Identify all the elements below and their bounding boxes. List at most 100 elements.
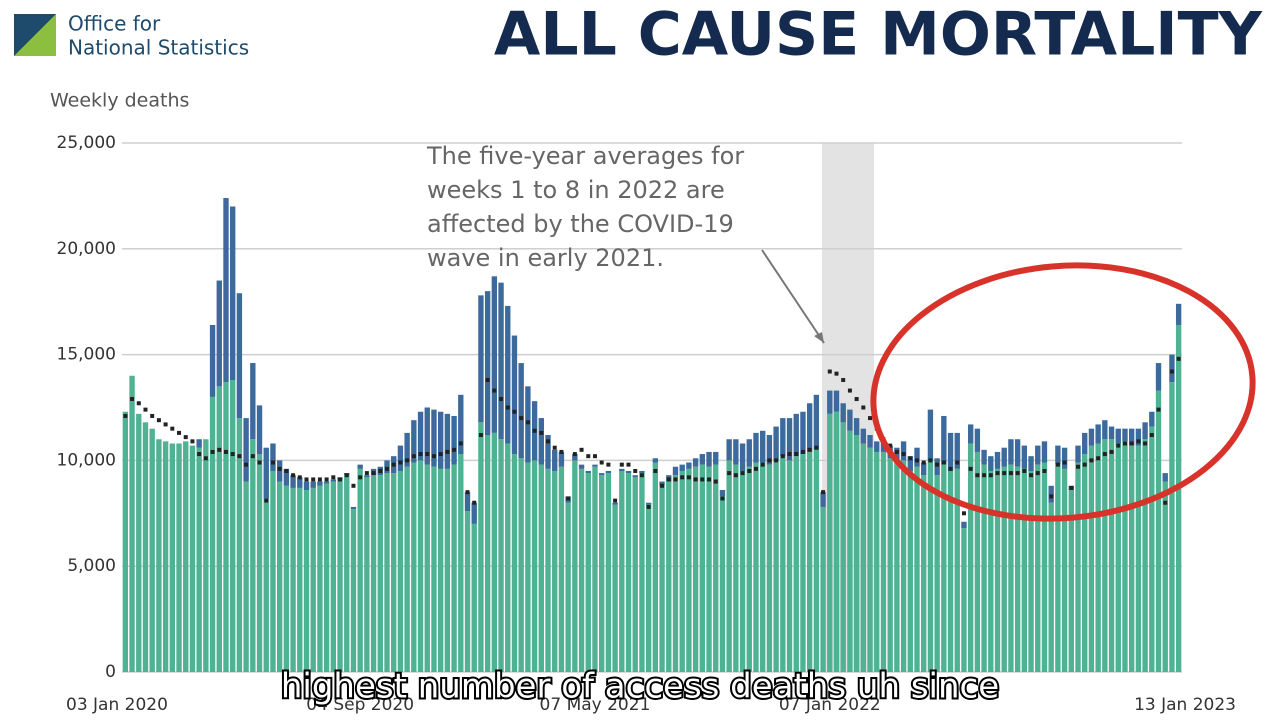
bar-segment xyxy=(1048,485,1054,503)
bar-segment xyxy=(498,439,504,672)
bar-segment xyxy=(464,492,471,512)
average-dot xyxy=(707,477,712,482)
bar-segment xyxy=(437,411,444,469)
average-dot xyxy=(774,458,779,463)
bar-segment xyxy=(223,382,229,672)
bar-segment xyxy=(424,464,430,672)
average-dot xyxy=(270,460,275,465)
bar-segment xyxy=(357,464,363,469)
bar-segment xyxy=(847,430,853,672)
average-dot xyxy=(1055,462,1060,467)
bar-segment xyxy=(337,479,343,672)
bar-segment xyxy=(196,439,202,448)
bar-segment xyxy=(1088,428,1095,446)
bar-segment xyxy=(505,443,511,672)
bar-segment xyxy=(813,394,820,450)
bar-segment xyxy=(169,443,175,672)
bar-segment xyxy=(518,363,524,459)
bar-segment xyxy=(599,475,605,672)
bar-segment xyxy=(1008,464,1014,672)
average-dot xyxy=(915,458,919,463)
bar-segment xyxy=(652,458,659,463)
bar-segment xyxy=(746,466,752,672)
bar-segment xyxy=(538,464,544,672)
bar-segment xyxy=(659,485,665,672)
average-dot xyxy=(237,454,242,459)
y-tick-label: 25,000 xyxy=(57,133,116,153)
bar-segment xyxy=(384,473,390,672)
bar-segment xyxy=(894,462,900,672)
bar-segment xyxy=(458,394,464,455)
bar-segment xyxy=(867,435,873,448)
bar-segment xyxy=(156,439,162,672)
bar-segment xyxy=(639,470,645,474)
average-dot xyxy=(552,445,557,450)
bar-segment xyxy=(652,462,659,672)
bar-segment xyxy=(230,379,236,672)
average-dot xyxy=(666,477,671,482)
bar-segment xyxy=(907,456,913,471)
bar-segment xyxy=(994,451,1001,469)
average-dot xyxy=(1136,439,1141,444)
bar-segment xyxy=(216,386,222,672)
bar-segment xyxy=(558,466,565,672)
average-dot xyxy=(1116,443,1121,448)
bar-segment xyxy=(632,475,638,478)
average-dot xyxy=(317,477,322,482)
average-dot xyxy=(633,468,638,473)
annotation-line: affected by the COVID-19 xyxy=(427,210,734,238)
average-dot xyxy=(908,456,913,461)
bar-segment xyxy=(478,422,484,672)
annotation-line: weeks 1 to 8 in 2022 are xyxy=(427,176,725,204)
bar-segment xyxy=(552,449,558,471)
average-dot xyxy=(1069,485,1074,490)
average-dot xyxy=(136,401,141,406)
average-dot xyxy=(478,433,483,438)
bar-segment xyxy=(726,439,732,461)
bar-segment xyxy=(860,428,867,444)
bar-segment xyxy=(552,470,558,672)
average-dot xyxy=(1109,449,1114,454)
bar-segment xyxy=(417,460,424,672)
bar-segment xyxy=(236,293,243,419)
bar-segment xyxy=(967,443,974,672)
bar-segment xyxy=(350,509,357,672)
bar-segment xyxy=(310,481,316,488)
average-dot xyxy=(660,483,665,488)
bar-segment xyxy=(397,445,404,471)
bar-segment xyxy=(511,335,518,455)
average-dot xyxy=(499,397,504,402)
logo-mark xyxy=(14,14,56,56)
average-dot xyxy=(941,460,946,465)
average-dot xyxy=(398,460,403,465)
bar-segment xyxy=(317,481,323,486)
average-dot xyxy=(364,471,369,476)
average-dot xyxy=(123,413,128,418)
bar-segment xyxy=(967,424,974,444)
average-dot xyxy=(1129,441,1134,446)
bar-segment xyxy=(719,496,726,672)
average-dot xyxy=(888,443,893,448)
bar-segment xyxy=(250,363,256,440)
average-dot xyxy=(921,460,926,465)
bar-segment xyxy=(947,470,954,672)
bar-segment xyxy=(303,490,310,672)
bar-segment xyxy=(806,451,813,672)
bar-segment xyxy=(1075,462,1081,672)
average-dot xyxy=(955,460,960,465)
bar-segment xyxy=(1082,432,1088,455)
bar-segment xyxy=(974,428,981,452)
bar-segment xyxy=(270,443,276,471)
bar-segment xyxy=(827,390,833,414)
bar-segment xyxy=(1175,324,1182,672)
bar-segment xyxy=(760,430,766,463)
average-dot xyxy=(371,471,376,476)
bar-segment xyxy=(391,473,397,672)
bar-segment xyxy=(323,483,330,672)
average-dot xyxy=(1096,456,1101,461)
average-dot xyxy=(170,426,175,431)
average-dot xyxy=(1049,494,1054,499)
average-dot xyxy=(686,475,691,480)
bar-segment xyxy=(605,473,612,672)
bar-segment xyxy=(739,470,746,672)
